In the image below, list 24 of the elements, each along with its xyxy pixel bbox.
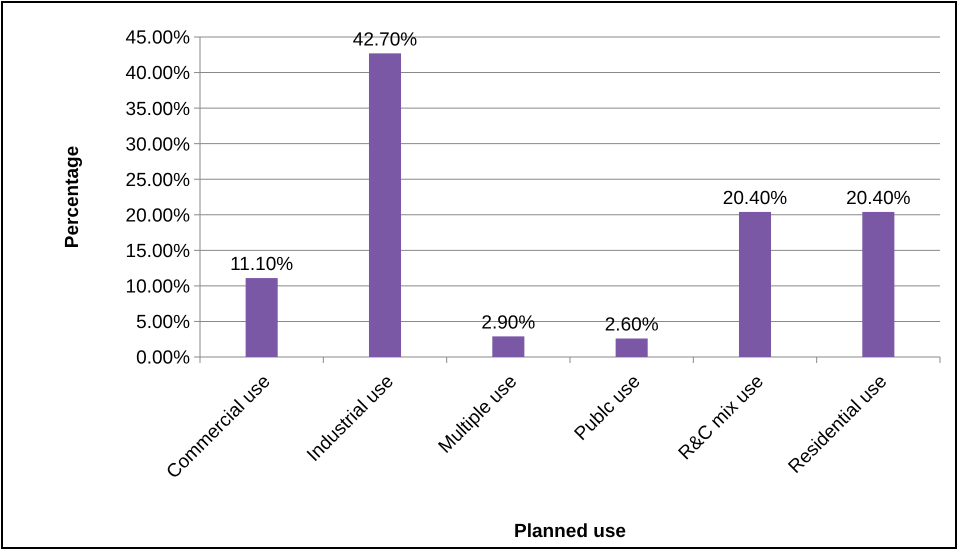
y-tick-label: 5.00% bbox=[136, 312, 190, 334]
data-label: 11.10% bbox=[230, 254, 294, 276]
bar bbox=[738, 212, 772, 357]
y-tick-label: 0.00% bbox=[136, 348, 190, 369]
y-axis-title: Percentage bbox=[62, 146, 83, 248]
data-label: 20.40% bbox=[846, 188, 911, 209]
y-tick-label: 15.00% bbox=[126, 240, 190, 262]
data-label: 2.60% bbox=[604, 314, 659, 336]
y-tick-label: 25.00% bbox=[126, 170, 190, 191]
y-tick-label: 40.00% bbox=[126, 63, 190, 84]
y-tick-label: 45.00% bbox=[126, 28, 190, 49]
y-tick-label: 10.00% bbox=[126, 276, 190, 298]
bar bbox=[492, 336, 524, 357]
data-label: 20.40% bbox=[722, 188, 788, 209]
data-label: 42.70% bbox=[352, 29, 418, 50]
bar bbox=[616, 338, 648, 357]
y-tick-label: 30.00% bbox=[126, 134, 190, 156]
y-tick-label: 20.00% bbox=[126, 205, 190, 226]
x-axis-title: Planned use bbox=[514, 521, 626, 542]
data-label: 2.90% bbox=[481, 312, 536, 334]
bar bbox=[368, 53, 402, 357]
y-tick-label: 35.00% bbox=[126, 98, 190, 120]
bar bbox=[246, 278, 278, 357]
bar bbox=[862, 212, 894, 357]
